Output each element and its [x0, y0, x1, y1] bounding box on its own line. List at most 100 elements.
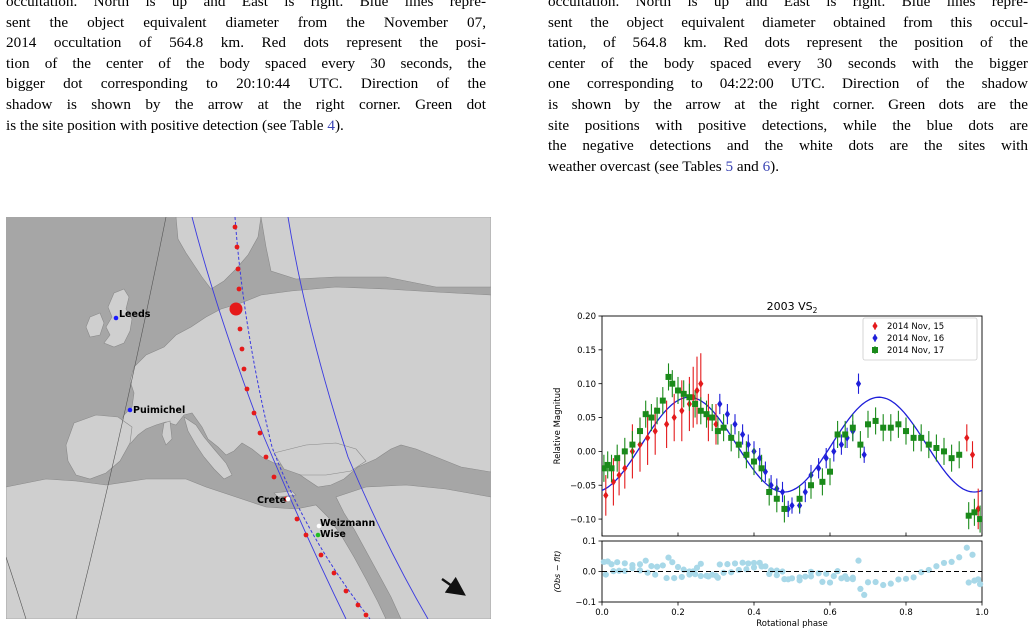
caption-line: is the site position with positive detec…	[6, 116, 344, 134]
data-point	[903, 428, 909, 435]
data-point	[720, 424, 727, 431]
center-dot	[232, 224, 238, 230]
caption-line: the negative detections and the white do…	[548, 137, 1028, 155]
site-wise-dot	[315, 532, 321, 538]
map-land	[6, 217, 491, 619]
caption-line: sent the object equivalent diameter from…	[6, 13, 486, 31]
series-2014-nov-17	[602, 363, 982, 533]
residual-point	[802, 573, 809, 580]
fit-curve	[602, 396, 982, 493]
center-dot	[236, 286, 242, 292]
residual-y-tick-label: 0.1	[582, 537, 596, 547]
residual-point	[857, 585, 864, 593]
residual-point	[703, 572, 710, 579]
lightcurve-figure: 2003 VS2 0.20 0.15 0.10 0.05 0.00 −0.05 −0.10 Re…	[553, 300, 989, 629]
y-tick-label: 0.00	[577, 448, 596, 458]
data-point	[637, 428, 643, 435]
data-point	[855, 379, 862, 388]
data-point	[872, 417, 879, 424]
residual-point	[743, 566, 750, 573]
residual-point	[895, 576, 902, 583]
data-point	[732, 420, 738, 429]
table-reference-link[interactable]: 4	[327, 116, 335, 134]
data-point	[642, 411, 649, 418]
residual-point	[965, 579, 972, 586]
legend-marker	[872, 334, 878, 342]
residual-point	[819, 578, 826, 585]
caption-line: tation, of 564.8 km. Red dots represent …	[548, 34, 1028, 52]
data-point	[604, 461, 611, 468]
data-point	[819, 478, 826, 485]
residual-point	[910, 574, 917, 581]
x-tick-label: 0.6	[823, 608, 837, 618]
residual-point	[648, 563, 655, 570]
legend-box	[862, 317, 978, 361]
residual-point	[616, 567, 623, 574]
data-point	[743, 451, 750, 458]
data-point	[703, 411, 710, 418]
data-point	[758, 465, 765, 472]
center-dot	[239, 346, 245, 352]
data-point	[861, 450, 867, 459]
data-point	[602, 465, 607, 472]
caption-line: shadow is shown by the arrow at the righ…	[6, 95, 486, 113]
y-tick-label: −0.05	[570, 481, 596, 491]
data-point	[692, 401, 699, 407]
data-point	[802, 488, 808, 496]
data-point	[971, 509, 978, 516]
caption-line: weather overcast (see Tables 5 and 6).	[548, 157, 780, 175]
center-dot	[241, 366, 247, 372]
residual-point	[642, 557, 649, 564]
data-point	[728, 434, 735, 441]
data-point	[603, 491, 609, 500]
x-tick-label: 0.8	[899, 608, 913, 618]
data-point	[975, 504, 981, 513]
data-point	[977, 516, 982, 523]
main-axes-frame	[601, 315, 983, 537]
residual-point	[933, 563, 940, 570]
residual-point	[692, 571, 699, 578]
data-point	[933, 445, 940, 451]
data-point	[823, 454, 829, 463]
residual-point	[758, 563, 765, 570]
data-point	[925, 441, 932, 448]
data-point	[654, 407, 661, 414]
residual-point	[849, 574, 856, 581]
residual-point	[644, 569, 651, 576]
data-point	[895, 421, 902, 428]
residual-point	[654, 563, 661, 570]
residual-point	[697, 572, 704, 580]
x-axis-label: Rotational phase	[756, 619, 827, 629]
table-reference-link[interactable]: 5	[725, 157, 734, 175]
center-dot	[343, 588, 349, 594]
table-reference-link[interactable]: 6	[762, 157, 771, 175]
residual-point	[728, 569, 735, 576]
data-point	[648, 414, 655, 421]
caption-right: occultation. North is up and East is rig…	[548, 0, 1028, 177]
residual-point	[773, 567, 780, 574]
residual-y-axis-label: (Obs − fit)	[553, 551, 562, 593]
residual-point	[902, 575, 910, 582]
legend-label: 2014 Nov, 15	[887, 322, 944, 332]
residual-point	[766, 570, 773, 578]
data-point	[956, 451, 963, 458]
data-point	[887, 424, 894, 431]
caption-line: sent the object equivalent diameter obta…	[548, 13, 1028, 31]
caption-left: occultation. North is up and East is rig…	[6, 0, 486, 136]
center-dot	[318, 552, 324, 558]
data-point	[865, 421, 871, 428]
residual-point	[739, 559, 746, 566]
data-point	[842, 431, 849, 438]
residual-point	[830, 573, 837, 580]
x-tick-label: 1.0	[975, 608, 989, 618]
data-point	[694, 386, 700, 395]
residual-point	[948, 558, 955, 565]
residual-point	[731, 560, 739, 567]
data-point	[816, 464, 822, 473]
center-dot	[355, 602, 361, 608]
x-tick-label: 0.0	[595, 608, 609, 618]
shadow-limit-lines	[191, 217, 429, 619]
data-point	[714, 428, 721, 435]
residual-y-tick-label: 0.0	[582, 568, 596, 578]
